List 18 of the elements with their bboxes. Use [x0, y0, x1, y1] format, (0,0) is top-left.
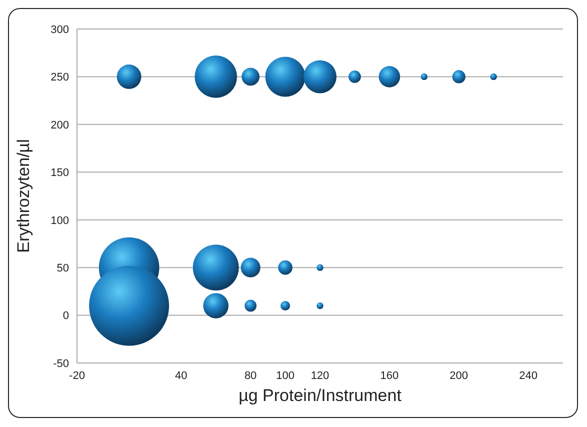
y-tick-label: 50 — [56, 262, 69, 274]
y-tick-label: 250 — [50, 72, 69, 84]
x-tick-label: -20 — [69, 370, 85, 382]
x-tick-label: 80 — [244, 370, 257, 382]
y-tick-label: 200 — [50, 119, 69, 132]
y-tick-label: 300 — [50, 24, 69, 36]
x-tick-label: 200 — [450, 370, 468, 382]
y-tick-label: 0 — [62, 310, 69, 322]
y-axis-title: Erythrozyten/µl — [14, 139, 34, 253]
x-tick-label: 100 — [276, 370, 294, 382]
x-tick-label: 160 — [380, 370, 399, 382]
x-tick-label: 40 — [175, 370, 188, 382]
y-tick-label: 150 — [50, 167, 69, 180]
y-tick-label: -50 — [53, 358, 69, 370]
x-axis-title: µg Protein/Instrument — [238, 386, 402, 405]
y-tick-label: 100 — [50, 214, 69, 227]
x-tick-label: 240 — [519, 370, 538, 382]
x-tick-label: 120 — [310, 370, 330, 382]
